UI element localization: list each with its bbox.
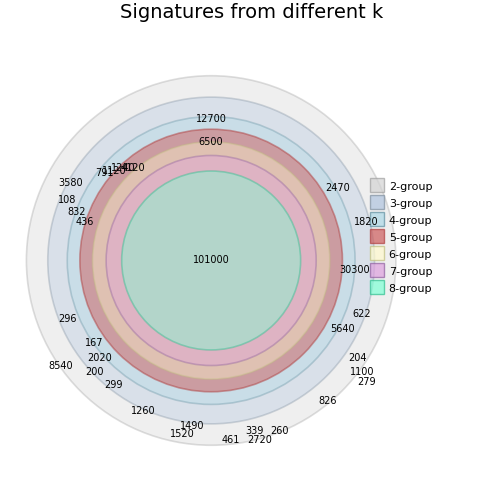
Text: 1120: 1120 [102,166,126,176]
Legend: 2-group, 3-group, 4-group, 5-group, 6-group, 7-group, 8-group: 2-group, 3-group, 4-group, 5-group, 6-gr… [365,176,436,299]
Text: 6500: 6500 [199,137,223,147]
Circle shape [67,116,355,404]
Text: 339: 339 [246,426,264,435]
Text: 200: 200 [85,367,104,377]
Text: 108: 108 [58,195,77,205]
Text: 3580: 3580 [58,178,83,187]
Text: 260: 260 [270,426,288,435]
Text: 5640: 5640 [330,324,355,334]
Text: 296: 296 [58,314,77,324]
Text: 826: 826 [319,397,337,407]
Text: 1490: 1490 [179,421,204,431]
Text: 299: 299 [105,380,123,390]
Text: 2020: 2020 [87,353,112,363]
Title: Signatures from different k: Signatures from different k [120,3,384,22]
Text: 1240: 1240 [111,163,136,173]
Circle shape [93,142,330,379]
Text: 1100: 1100 [350,367,374,377]
Circle shape [121,171,300,350]
Circle shape [48,97,374,424]
Text: 1820: 1820 [354,217,379,227]
Text: 1260: 1260 [131,406,155,416]
Text: 101000: 101000 [193,256,229,266]
Text: 1520: 1520 [170,428,195,438]
Text: 279: 279 [357,377,376,387]
Text: 461: 461 [221,435,240,446]
Text: 30300: 30300 [340,265,370,275]
Text: 791: 791 [95,168,113,178]
Text: 436: 436 [76,217,94,227]
Text: 4120: 4120 [121,163,146,173]
Text: 2720: 2720 [247,435,272,446]
Text: 2470: 2470 [325,182,350,193]
Text: 622: 622 [353,309,371,319]
Circle shape [106,155,316,365]
Text: 204: 204 [348,353,366,363]
Circle shape [80,129,342,392]
Circle shape [26,76,396,445]
Text: 8540: 8540 [48,360,73,370]
Text: 12700: 12700 [196,114,227,124]
Text: 832: 832 [68,207,86,217]
Text: 167: 167 [85,338,104,348]
